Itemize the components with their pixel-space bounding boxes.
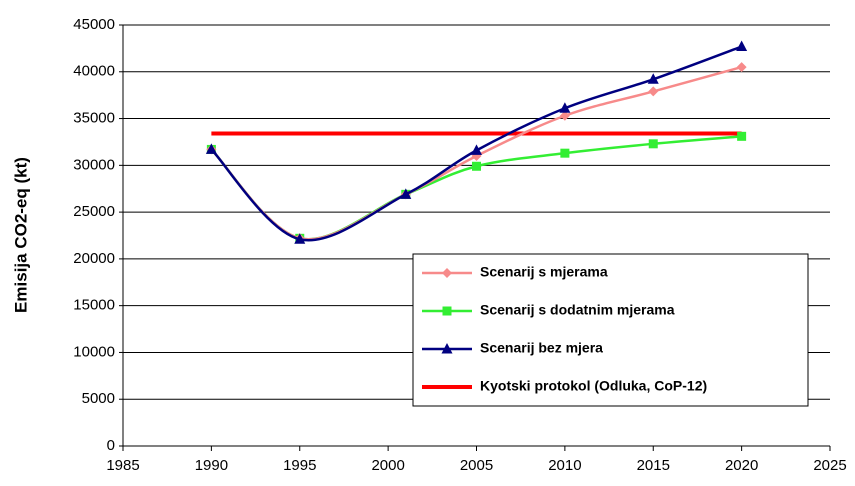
legend-label: Scenarij s mjerama [480, 264, 608, 280]
marker [471, 144, 482, 155]
x-tick-label: 2000 [371, 457, 404, 474]
marker [648, 139, 658, 149]
y-tick-label: 0 [107, 437, 115, 454]
x-tick-label: 1995 [283, 457, 316, 474]
y-tick-label: 40000 [73, 63, 115, 80]
marker [736, 62, 747, 73]
legend [412, 253, 809, 407]
marker [648, 86, 659, 97]
x-tick-label: 2005 [460, 457, 493, 474]
marker [559, 102, 571, 113]
x-tick-label: 1990 [195, 457, 228, 474]
marker [560, 148, 570, 158]
legend-marker [442, 268, 452, 278]
legend-label: Scenarij s dodatnim mjerama [480, 302, 675, 318]
marker [472, 161, 481, 171]
y-tick-label: 25000 [73, 203, 115, 220]
y-tick-label: 20000 [73, 250, 115, 267]
marker [294, 233, 306, 244]
y-tick-label: 5000 [82, 390, 115, 407]
legend-marker [441, 343, 453, 354]
marker [400, 188, 412, 199]
y-tick-label: 15000 [73, 297, 115, 314]
marker [647, 73, 659, 84]
marker [737, 131, 747, 141]
y-tick-label: 35000 [73, 110, 115, 127]
marker [205, 143, 217, 154]
x-tick-label: 1985 [106, 457, 139, 474]
x-tick-label: 2010 [548, 457, 581, 474]
x-tick-label: 2015 [637, 457, 670, 474]
y-tick-label: 45000 [73, 16, 115, 33]
x-tick-label: 2025 [813, 457, 846, 474]
legend-marker [442, 306, 452, 316]
y-axis-label: Emisija CO2-eq (kt) [11, 157, 30, 313]
x-tick-label: 2020 [725, 457, 758, 474]
y-tick-label: 10000 [73, 343, 115, 360]
marker [736, 40, 748, 52]
legend-label: Kyotski protokol (Odluka, CoP-12) [480, 378, 707, 394]
y-tick-label: 30000 [73, 156, 115, 173]
marker [559, 110, 570, 121]
legend-label: Scenarij bez mjera [480, 340, 603, 356]
